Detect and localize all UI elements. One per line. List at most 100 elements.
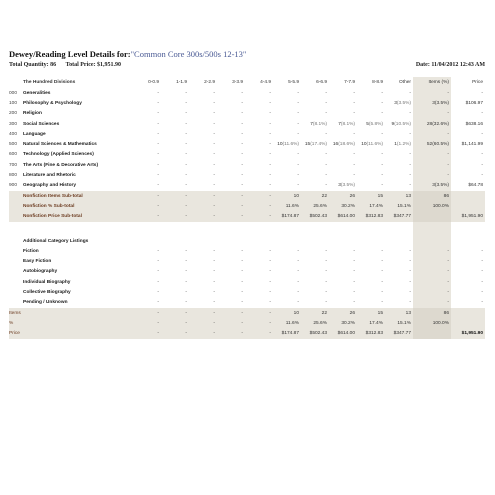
- data-cell: -: [413, 266, 451, 278]
- data-cell: -: [241, 248, 243, 254]
- data-cell: -: [157, 269, 159, 275]
- additional-row: Collective Biography - - - - - - - - - - - -: [9, 287, 485, 298]
- row-code: [9, 298, 21, 308]
- data-cell: -: [481, 162, 483, 168]
- header-row: The Hundred Divisions 0-0.9 1-1.9 2-2.9 3-3.…: [9, 77, 485, 88]
- data-cell: -: [269, 100, 271, 106]
- data-cell: -: [353, 90, 355, 96]
- data-cell: -: [325, 131, 327, 137]
- data-cell: -: [353, 111, 355, 117]
- data-cell: -: [409, 173, 411, 179]
- data-cell: -: [381, 300, 383, 306]
- data-cell: 7(8.1%): [310, 121, 327, 127]
- row-code: [9, 267, 21, 277]
- data-cell: -: [269, 152, 271, 158]
- data-cell: -: [269, 90, 271, 96]
- data-cell: -: [353, 269, 355, 275]
- data-cell: -: [213, 142, 215, 148]
- data-cell: -: [245, 328, 273, 339]
- data-cell: -: [157, 121, 159, 127]
- data-cell: 100.0%: [413, 201, 451, 212]
- data-cell: -: [269, 269, 271, 275]
- report-title: Dewey/Reading Level Details for:"Common …: [9, 49, 485, 59]
- data-cell: 11.6%: [273, 318, 301, 329]
- data-cell: -: [161, 211, 189, 222]
- division-row: 700 The Arts (Fine & Decorative Arts) - - - -…: [9, 160, 485, 171]
- data-cell: -: [413, 149, 451, 161]
- data-cell: -: [297, 90, 299, 96]
- spacer-cell: [133, 222, 161, 236]
- spacer-cell: [385, 222, 413, 236]
- data-cell: -: [245, 211, 273, 222]
- data-cell: -: [213, 259, 215, 265]
- data-cell: -: [325, 152, 327, 158]
- header-hundred-label: The Hundred Divisions: [23, 80, 76, 85]
- spacer-cell: [357, 222, 385, 236]
- data-cell: -: [325, 289, 327, 295]
- nonfiction-subtotal-row: Nonfiction % Sub-total - - - - -11.6% 25.6% 30.…: [9, 201, 485, 212]
- data-cell: -: [325, 100, 327, 106]
- row-label: Language: [23, 131, 46, 137]
- data-cell: -: [245, 318, 273, 329]
- data-cell: -: [353, 279, 355, 285]
- data-cell: $614.00: [329, 328, 357, 339]
- row-label: Geography and History: [23, 183, 77, 189]
- row-code: [9, 246, 21, 256]
- data-cell: -: [409, 300, 411, 306]
- data-cell: -: [269, 121, 271, 127]
- data-cell: -: [297, 269, 299, 275]
- data-cell: 28(32.6%): [413, 118, 451, 130]
- data-cell: -: [185, 279, 187, 285]
- row-label: Social Sciences: [23, 121, 60, 127]
- data-cell: -: [157, 111, 159, 117]
- data-cell: -: [157, 279, 159, 285]
- data-cell: -: [381, 100, 383, 106]
- data-cell: -: [325, 183, 327, 189]
- data-cell: 1(1.2%): [394, 142, 411, 148]
- data-cell: 3(3.5%): [394, 100, 411, 106]
- data-cell: -: [213, 269, 215, 275]
- data-cell: -: [269, 131, 271, 137]
- data-cell: -: [297, 162, 299, 168]
- data-cell: -: [161, 190, 189, 202]
- row-code: [9, 190, 21, 202]
- row-label: The Arts (Fine & Decorative Arts): [23, 162, 99, 168]
- data-cell: -: [353, 162, 355, 168]
- data-cell: -: [157, 289, 159, 295]
- data-cell: -: [381, 152, 383, 158]
- data-cell: -: [185, 100, 187, 106]
- data-cell: -: [213, 152, 215, 158]
- cell-percent: (3.5%): [396, 100, 411, 106]
- row-code: 200: [9, 111, 18, 117]
- data-cell: -: [297, 121, 299, 127]
- row-label: Religion: [23, 111, 42, 117]
- division-row: 900 Geography and History - - - - - - -3(3.5%) - -…: [9, 180, 485, 191]
- data-cell: -: [297, 279, 299, 285]
- total-row: Items - - - - -10 22 26 15 13 86: [9, 307, 485, 319]
- data-cell: -: [213, 131, 215, 137]
- data-cell: -: [269, 162, 271, 168]
- nonfiction-subtotal-row: Nonfiction Items Sub-total - - - - -10 22 26 15 1…: [9, 190, 485, 202]
- data-cell: 3(3.5%): [338, 183, 355, 189]
- data-cell: -: [241, 259, 243, 265]
- data-cell: $638.16: [465, 121, 483, 127]
- data-cell: [413, 328, 451, 339]
- data-cell: 52(60.5%): [413, 139, 451, 150]
- data-cell: 22: [301, 307, 329, 319]
- data-cell: -: [269, 279, 271, 285]
- data-cell: -: [269, 183, 271, 189]
- data-cell: -: [157, 173, 159, 179]
- row-code: 500: [9, 142, 18, 148]
- data-cell: -: [269, 289, 271, 295]
- data-cell: $174.87: [273, 211, 301, 222]
- data-cell: -: [413, 256, 451, 267]
- data-cell: -: [297, 259, 299, 265]
- data-cell: -: [269, 111, 271, 117]
- additional-row: Individual Biography - - - - - - - - - - - -: [9, 277, 485, 288]
- data-cell: -: [413, 246, 451, 257]
- data-cell: $1,951.90: [451, 211, 485, 222]
- data-cell: -: [381, 269, 383, 275]
- additional-row: Fiction - - - - - - - - - - - -: [9, 246, 485, 257]
- data-cell: -: [381, 162, 383, 168]
- data-cell: -: [241, 173, 243, 179]
